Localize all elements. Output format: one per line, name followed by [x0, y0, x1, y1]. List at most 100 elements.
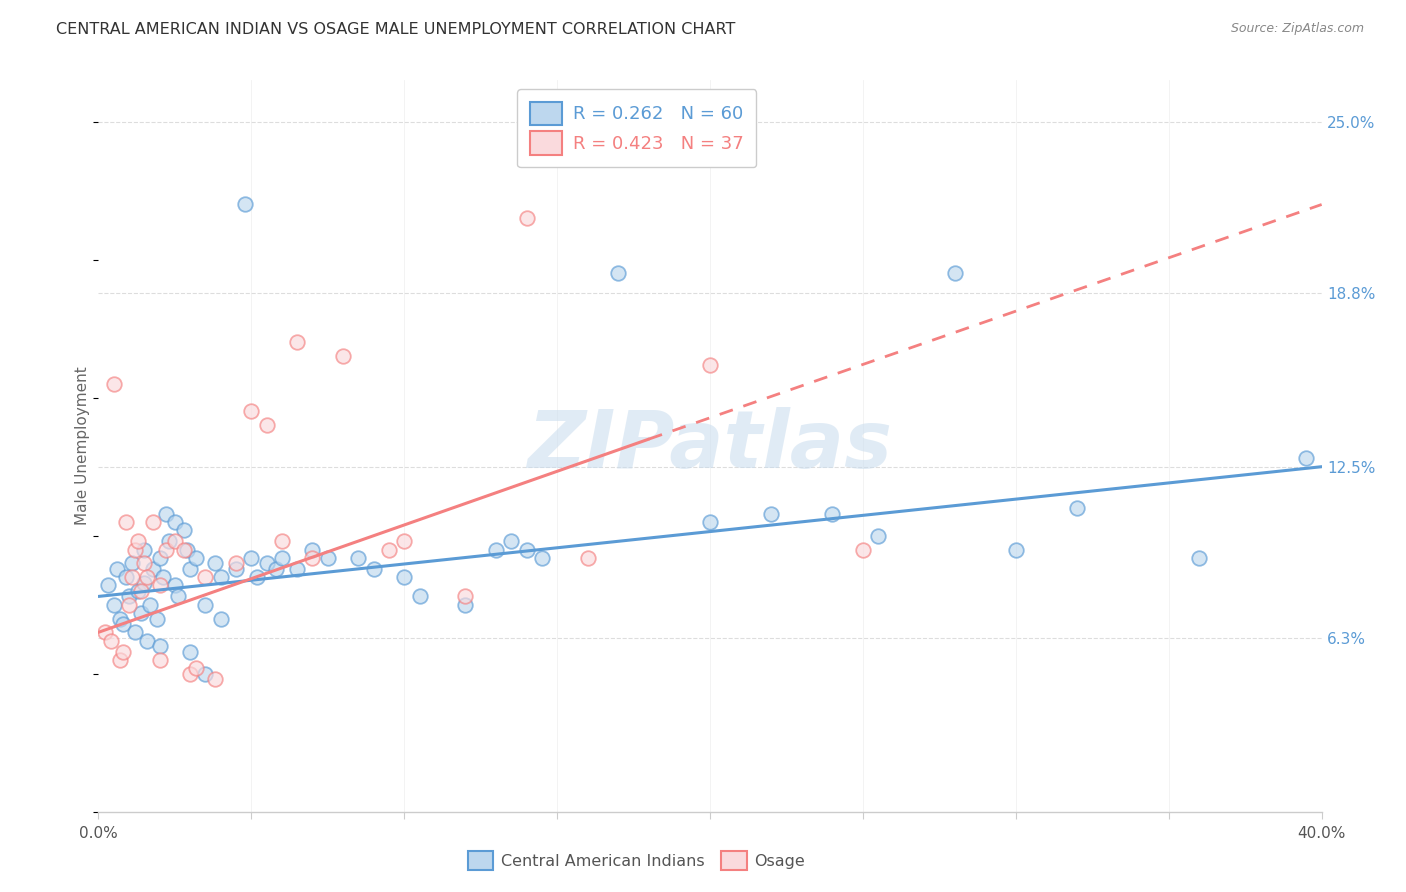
Point: [485, 542, 508, 557]
Point: [761, 507, 783, 521]
Point: [136, 570, 159, 584]
Point: [256, 418, 278, 433]
Point: [454, 590, 477, 604]
Point: [145, 611, 167, 625]
Point: [332, 349, 354, 363]
Point: [256, 557, 278, 571]
Point: [240, 404, 263, 418]
Point: [943, 267, 966, 281]
Text: ZIPatlas: ZIPatlas: [527, 407, 893, 485]
Point: [163, 534, 186, 549]
Point: [105, 562, 128, 576]
Point: [607, 267, 630, 281]
Point: [115, 570, 138, 584]
Point: [821, 507, 844, 521]
Point: [516, 542, 538, 557]
Point: [392, 570, 416, 584]
Point: [108, 611, 131, 625]
Point: [233, 197, 256, 211]
Point: [270, 534, 294, 549]
Point: [152, 570, 174, 584]
Point: [136, 633, 159, 648]
Point: [155, 507, 177, 521]
Point: [118, 598, 141, 612]
Text: CENTRAL AMERICAN INDIAN VS OSAGE MALE UNEMPLOYMENT CORRELATION CHART: CENTRAL AMERICAN INDIAN VS OSAGE MALE UN…: [56, 22, 735, 37]
Point: [408, 590, 430, 604]
Point: [270, 550, 294, 565]
Y-axis label: Male Unemployment: Male Unemployment: [75, 367, 90, 525]
Point: [209, 611, 232, 625]
Point: [699, 358, 721, 372]
Point: [134, 542, 156, 557]
Point: [167, 590, 190, 604]
Point: [111, 645, 134, 659]
Point: [186, 550, 208, 565]
Point: [115, 515, 138, 529]
Legend: Central American Indians, Osage: Central American Indians, Osage: [461, 845, 811, 877]
Point: [127, 583, 149, 598]
Point: [530, 550, 553, 565]
Point: [194, 666, 217, 681]
Point: [157, 534, 180, 549]
Point: [194, 570, 217, 584]
Point: [363, 562, 385, 576]
Point: [149, 639, 172, 653]
Point: [852, 542, 875, 557]
Point: [149, 653, 172, 667]
Point: [264, 562, 287, 576]
Point: [186, 661, 208, 675]
Point: [127, 534, 149, 549]
Point: [129, 583, 152, 598]
Point: [97, 578, 120, 592]
Point: [163, 515, 186, 529]
Point: [103, 376, 125, 391]
Point: [163, 578, 186, 592]
Point: [392, 534, 416, 549]
Point: [204, 672, 226, 686]
Point: [134, 575, 156, 590]
Point: [301, 550, 323, 565]
Point: [100, 633, 122, 648]
Point: [179, 666, 201, 681]
Point: [121, 557, 143, 571]
Point: [209, 570, 232, 584]
Point: [285, 335, 308, 350]
Point: [246, 570, 269, 584]
Point: [240, 550, 263, 565]
Point: [149, 578, 172, 592]
Point: [179, 562, 201, 576]
Point: [176, 542, 198, 557]
Point: [204, 557, 226, 571]
Point: [501, 534, 523, 549]
Point: [124, 625, 146, 640]
Point: [285, 562, 308, 576]
Point: [301, 542, 323, 557]
Point: [1066, 501, 1088, 516]
Point: [1295, 451, 1317, 466]
Point: [225, 562, 247, 576]
Point: [868, 529, 890, 543]
Text: Source: ZipAtlas.com: Source: ZipAtlas.com: [1230, 22, 1364, 36]
Point: [454, 598, 477, 612]
Point: [516, 211, 538, 226]
Point: [179, 645, 201, 659]
Point: [142, 515, 165, 529]
Point: [378, 542, 401, 557]
Point: [111, 617, 134, 632]
Point: [121, 570, 143, 584]
Point: [1188, 550, 1211, 565]
Point: [1004, 542, 1026, 557]
Point: [194, 598, 217, 612]
Point: [103, 598, 125, 612]
Point: [124, 542, 146, 557]
Point: [576, 550, 599, 565]
Point: [149, 550, 172, 565]
Point: [699, 515, 721, 529]
Point: [134, 557, 156, 571]
Point: [129, 606, 152, 620]
Point: [155, 542, 177, 557]
Point: [173, 523, 195, 537]
Point: [316, 550, 339, 565]
Point: [347, 550, 370, 565]
Point: [142, 562, 165, 576]
